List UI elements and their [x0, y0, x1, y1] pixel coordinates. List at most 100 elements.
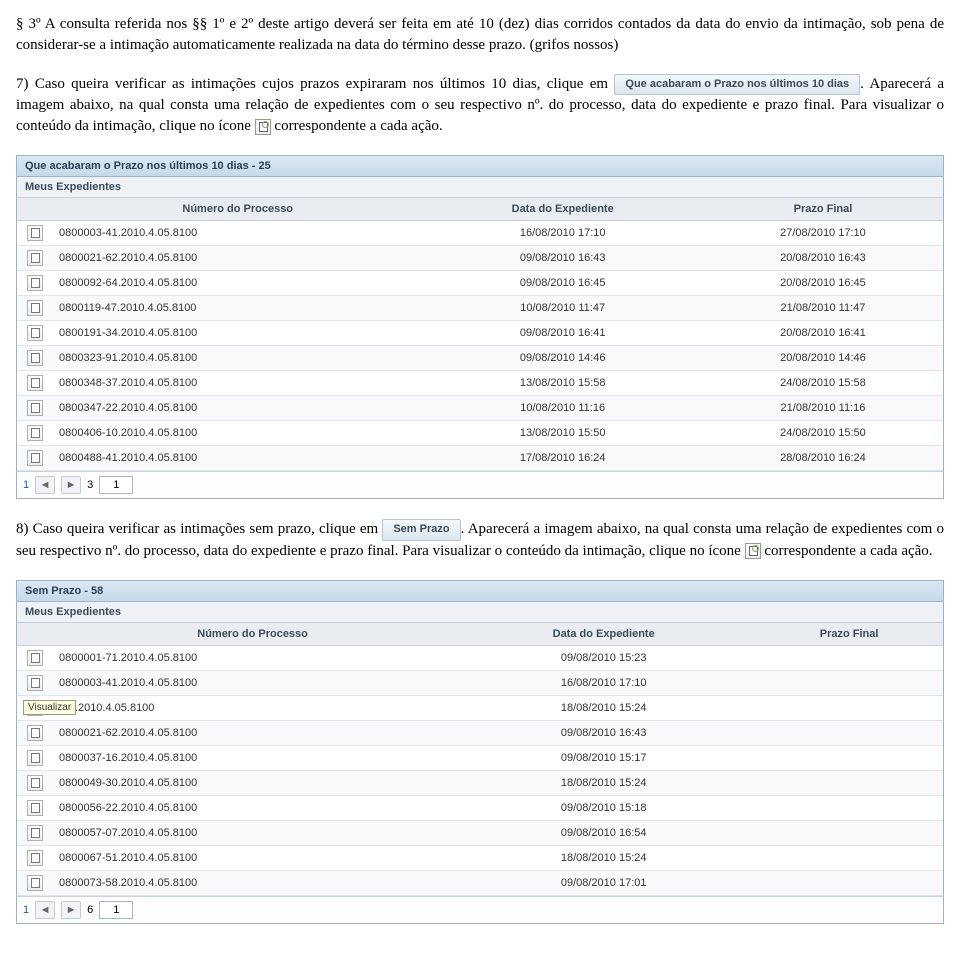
visualize-icon[interactable]: [27, 250, 43, 266]
visualize-icon[interactable]: [27, 450, 43, 466]
row-icon-cell: Visualizar: [17, 695, 53, 720]
table-row: 0800049-30.2010.4.05.810018/08/2010 15:2…: [17, 770, 943, 795]
grid-expedientes-2: Número do Processo Data do Expediente Pr…: [17, 623, 943, 896]
pager-page-link[interactable]: 1: [23, 904, 29, 916]
row-icon-cell: [17, 645, 53, 670]
visualize-icon[interactable]: [27, 800, 43, 816]
table-row: 0800001-71.2010.4.05.810009/08/2010 15:2…: [17, 645, 943, 670]
col-processo-header: Número do Processo: [53, 623, 452, 646]
row-icon-cell: [17, 795, 53, 820]
inline-button-sem-prazo[interactable]: Sem Prazo: [382, 519, 460, 540]
cell-data-expediente: 16/08/2010 17:10: [422, 221, 702, 246]
row-icon-cell: [17, 321, 53, 346]
pager-total: 3: [87, 479, 93, 491]
cell-numero-processo: -33.2010.4.05.8100: [53, 695, 452, 720]
cell-prazo-final: [755, 720, 943, 745]
pager-page-link[interactable]: 1: [23, 479, 29, 491]
pager-input[interactable]: [99, 476, 133, 494]
col-prazo-header: Prazo Final: [703, 198, 943, 221]
cell-data-expediente: 18/08/2010 15:24: [452, 845, 755, 870]
cell-prazo-final: 27/08/2010 17:10: [703, 221, 943, 246]
cell-prazo-final: [755, 795, 943, 820]
visualize-icon[interactable]: [27, 725, 43, 741]
visualize-icon[interactable]: [27, 300, 43, 316]
cell-data-expediente: 09/08/2010 15:18: [452, 795, 755, 820]
visualize-icon[interactable]: [27, 225, 43, 241]
cell-prazo-final: [755, 670, 943, 695]
row-icon-cell: [17, 870, 53, 895]
visualize-icon[interactable]: [27, 400, 43, 416]
visualize-icon[interactable]: [27, 275, 43, 291]
cell-prazo-final: 20/08/2010 16:43: [703, 246, 943, 271]
cell-numero-processo: 0800003-41.2010.4.05.8100: [53, 670, 452, 695]
table-row: 0800073-58.2010.4.05.810009/08/2010 17:0…: [17, 870, 943, 895]
cell-numero-processo: 0800191-34.2010.4.05.8100: [53, 321, 422, 346]
cell-prazo-final: [755, 845, 943, 870]
cell-numero-processo: 0800057-07.2010.4.05.8100: [53, 820, 452, 845]
visualize-icon[interactable]: [27, 850, 43, 866]
cell-numero-processo: 0800092-64.2010.4.05.8100: [53, 271, 422, 296]
row-icon-cell: [17, 820, 53, 845]
table-row: 0800323-91.2010.4.05.810009/08/2010 14:4…: [17, 346, 943, 371]
table-row: 0800347-22.2010.4.05.810010/08/2010 11:1…: [17, 396, 943, 421]
table-row: 0800191-34.2010.4.05.810009/08/2010 16:4…: [17, 321, 943, 346]
cell-numero-processo: 0800049-30.2010.4.05.8100: [53, 770, 452, 795]
visualize-icon[interactable]: [27, 375, 43, 391]
visualize-icon[interactable]: [27, 350, 43, 366]
visualize-icon[interactable]: [27, 675, 43, 691]
col-icon-header: [17, 198, 53, 221]
pager-input[interactable]: [99, 901, 133, 919]
visualize-icon[interactable]: [27, 650, 43, 666]
cell-data-expediente: 17/08/2010 16:24: [422, 446, 702, 471]
cell-data-expediente: 10/08/2010 11:47: [422, 296, 702, 321]
cell-numero-processo: 0800119-47.2010.4.05.8100: [53, 296, 422, 321]
pager-prev[interactable]: ◄: [35, 901, 55, 919]
col-prazo-header: Prazo Final: [755, 623, 943, 646]
table-row: 0800119-47.2010.4.05.810010/08/2010 11:4…: [17, 296, 943, 321]
visualize-icon[interactable]: [27, 750, 43, 766]
table-row: 0800092-64.2010.4.05.810009/08/2010 16:4…: [17, 271, 943, 296]
cell-prazo-final: 20/08/2010 16:41: [703, 321, 943, 346]
para-1: § 3º A consulta referida nos §§ 1º e 2º …: [16, 14, 944, 56]
cell-numero-processo: 0800021-62.2010.4.05.8100: [53, 246, 422, 271]
row-tooltip: Visualizar: [23, 700, 76, 715]
cell-numero-processo: 0800037-16.2010.4.05.8100: [53, 745, 452, 770]
visualize-icon[interactable]: [745, 543, 761, 559]
pager-prev[interactable]: ◄: [35, 476, 55, 494]
row-icon-cell: [17, 246, 53, 271]
table-row: 0800406-10.2010.4.05.810013/08/2010 15:5…: [17, 421, 943, 446]
panel-title: Sem Prazo - 58: [17, 581, 943, 602]
visualize-icon[interactable]: [27, 425, 43, 441]
row-icon-cell: [17, 271, 53, 296]
table-row: 0800003-41.2010.4.05.810016/08/2010 17:1…: [17, 670, 943, 695]
cell-data-expediente: 09/08/2010 14:46: [422, 346, 702, 371]
visualize-icon[interactable]: [27, 325, 43, 341]
pager-next[interactable]: ►: [61, 901, 81, 919]
cell-prazo-final: 20/08/2010 14:46: [703, 346, 943, 371]
inline-button-prazo-10-dias[interactable]: Que acabaram o Prazo nos últimos 10 dias: [614, 74, 860, 95]
cell-data-expediente: 16/08/2010 17:10: [452, 670, 755, 695]
cell-data-expediente: 09/08/2010 16:41: [422, 321, 702, 346]
pager-next[interactable]: ►: [61, 476, 81, 494]
row-icon-cell: [17, 346, 53, 371]
visualize-icon[interactable]: [27, 775, 43, 791]
cell-data-expediente: 18/08/2010 15:24: [452, 770, 755, 795]
visualize-icon[interactable]: [27, 825, 43, 841]
row-icon-cell: [17, 421, 53, 446]
cell-numero-processo: 0800347-22.2010.4.05.8100: [53, 396, 422, 421]
para-3-text-c: correspondente a cada ação.: [764, 543, 932, 559]
table-row: Visualizar-33.2010.4.05.810018/08/2010 1…: [17, 695, 943, 720]
row-icon-cell: [17, 845, 53, 870]
cell-prazo-final: 24/08/2010 15:58: [703, 371, 943, 396]
row-icon-cell: [17, 745, 53, 770]
cell-data-expediente: 09/08/2010 16:45: [422, 271, 702, 296]
para-2: 7) Caso queira verificar as intimações c…: [16, 74, 944, 137]
panel-sem-prazo: Sem Prazo - 58 Meus Expedientes Número d…: [16, 580, 944, 924]
visualize-icon[interactable]: [255, 119, 271, 135]
grid-expedientes-1: Número do Processo Data do Expediente Pr…: [17, 198, 943, 471]
cell-data-expediente: 13/08/2010 15:50: [422, 421, 702, 446]
table-row: 0800003-41.2010.4.05.810016/08/2010 17:1…: [17, 221, 943, 246]
visualize-icon[interactable]: [27, 875, 43, 891]
cell-numero-processo: 0800003-41.2010.4.05.8100: [53, 221, 422, 246]
cell-data-expediente: 09/08/2010 17:01: [452, 870, 755, 895]
